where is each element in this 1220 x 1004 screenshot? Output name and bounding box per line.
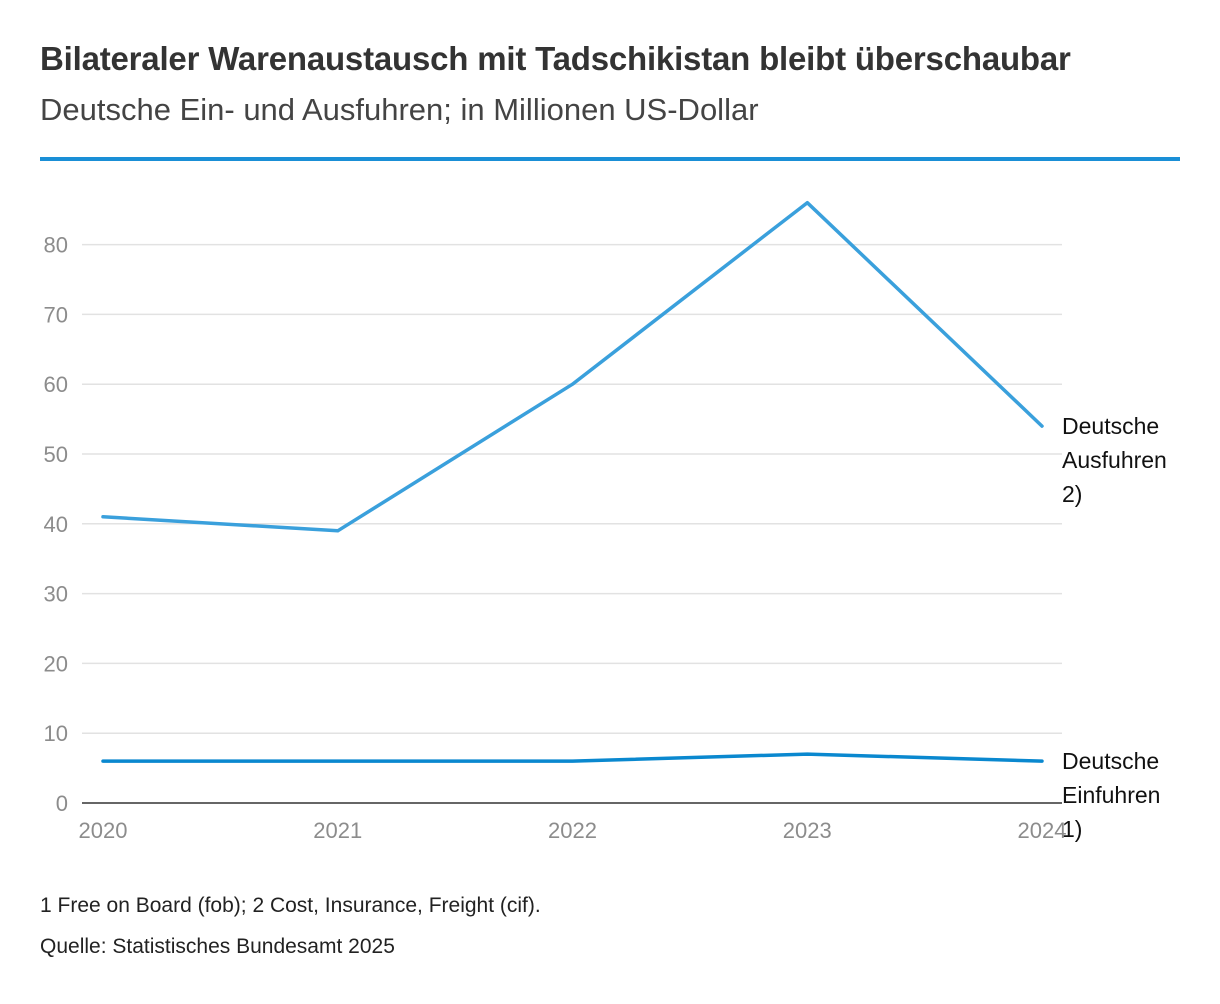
y-axis-ticks: 0 10 20 30 40 50 60 70 80 bbox=[44, 233, 68, 816]
series-label-einfuhren: Deutsche Einfuhren 1) bbox=[1062, 748, 1160, 842]
series-label-line: Ausfuhren bbox=[1062, 447, 1167, 473]
series-lines bbox=[101, 200, 1044, 763]
grid-lines bbox=[82, 243, 1062, 734]
x-tick-label-2021: 2021 bbox=[313, 818, 362, 843]
y-tick-label-70: 70 bbox=[44, 302, 68, 327]
series-label-line: 1) bbox=[1062, 816, 1082, 842]
x-tick-label-2023: 2023 bbox=[783, 818, 832, 843]
y-tick-label-40: 40 bbox=[44, 512, 68, 537]
y-tick-label-30: 30 bbox=[44, 582, 68, 607]
series-label-ausfuhren: Deutsche Ausfuhren 2) bbox=[1062, 413, 1167, 507]
y-tick-label-10: 10 bbox=[44, 721, 68, 746]
title-divider bbox=[40, 157, 1180, 161]
y-tick-label-0: 0 bbox=[56, 791, 68, 816]
y-tick-label-20: 20 bbox=[44, 651, 68, 676]
series-label-line: Deutsche bbox=[1062, 413, 1159, 439]
footnote: 1 Free on Board (fob); 2 Cost, Insurance… bbox=[40, 894, 541, 917]
x-tick-label-2020: 2020 bbox=[79, 818, 128, 843]
y-tick-label-60: 60 bbox=[44, 372, 68, 397]
chart-title: Bilateraler Warenaustausch mit Tadschiki… bbox=[40, 40, 1071, 77]
chart-subtitle: Deutsche Ein- und Ausfuhren; in Millione… bbox=[40, 92, 759, 127]
series-line-einfuhren bbox=[101, 752, 1044, 763]
series-label-line: Deutsche bbox=[1062, 748, 1159, 774]
source-note: Quelle: Statistisches Bundesamt 2025 bbox=[40, 935, 395, 958]
series-label-line: Einfuhren bbox=[1062, 782, 1160, 808]
y-tick-label-80: 80 bbox=[44, 233, 68, 258]
x-tick-label-2024: 2024 bbox=[1018, 818, 1067, 843]
y-tick-label-50: 50 bbox=[44, 442, 68, 467]
x-tick-label-2022: 2022 bbox=[548, 818, 597, 843]
series-labels: Deutsche Ausfuhren 2) Deutsche Einfuhren 1) bbox=[1062, 413, 1167, 842]
series-label-line: 2) bbox=[1062, 481, 1082, 507]
series-line-ausfuhren bbox=[101, 200, 1044, 533]
x-axis-ticks: 2020 2021 2022 2023 2024 bbox=[79, 818, 1067, 843]
